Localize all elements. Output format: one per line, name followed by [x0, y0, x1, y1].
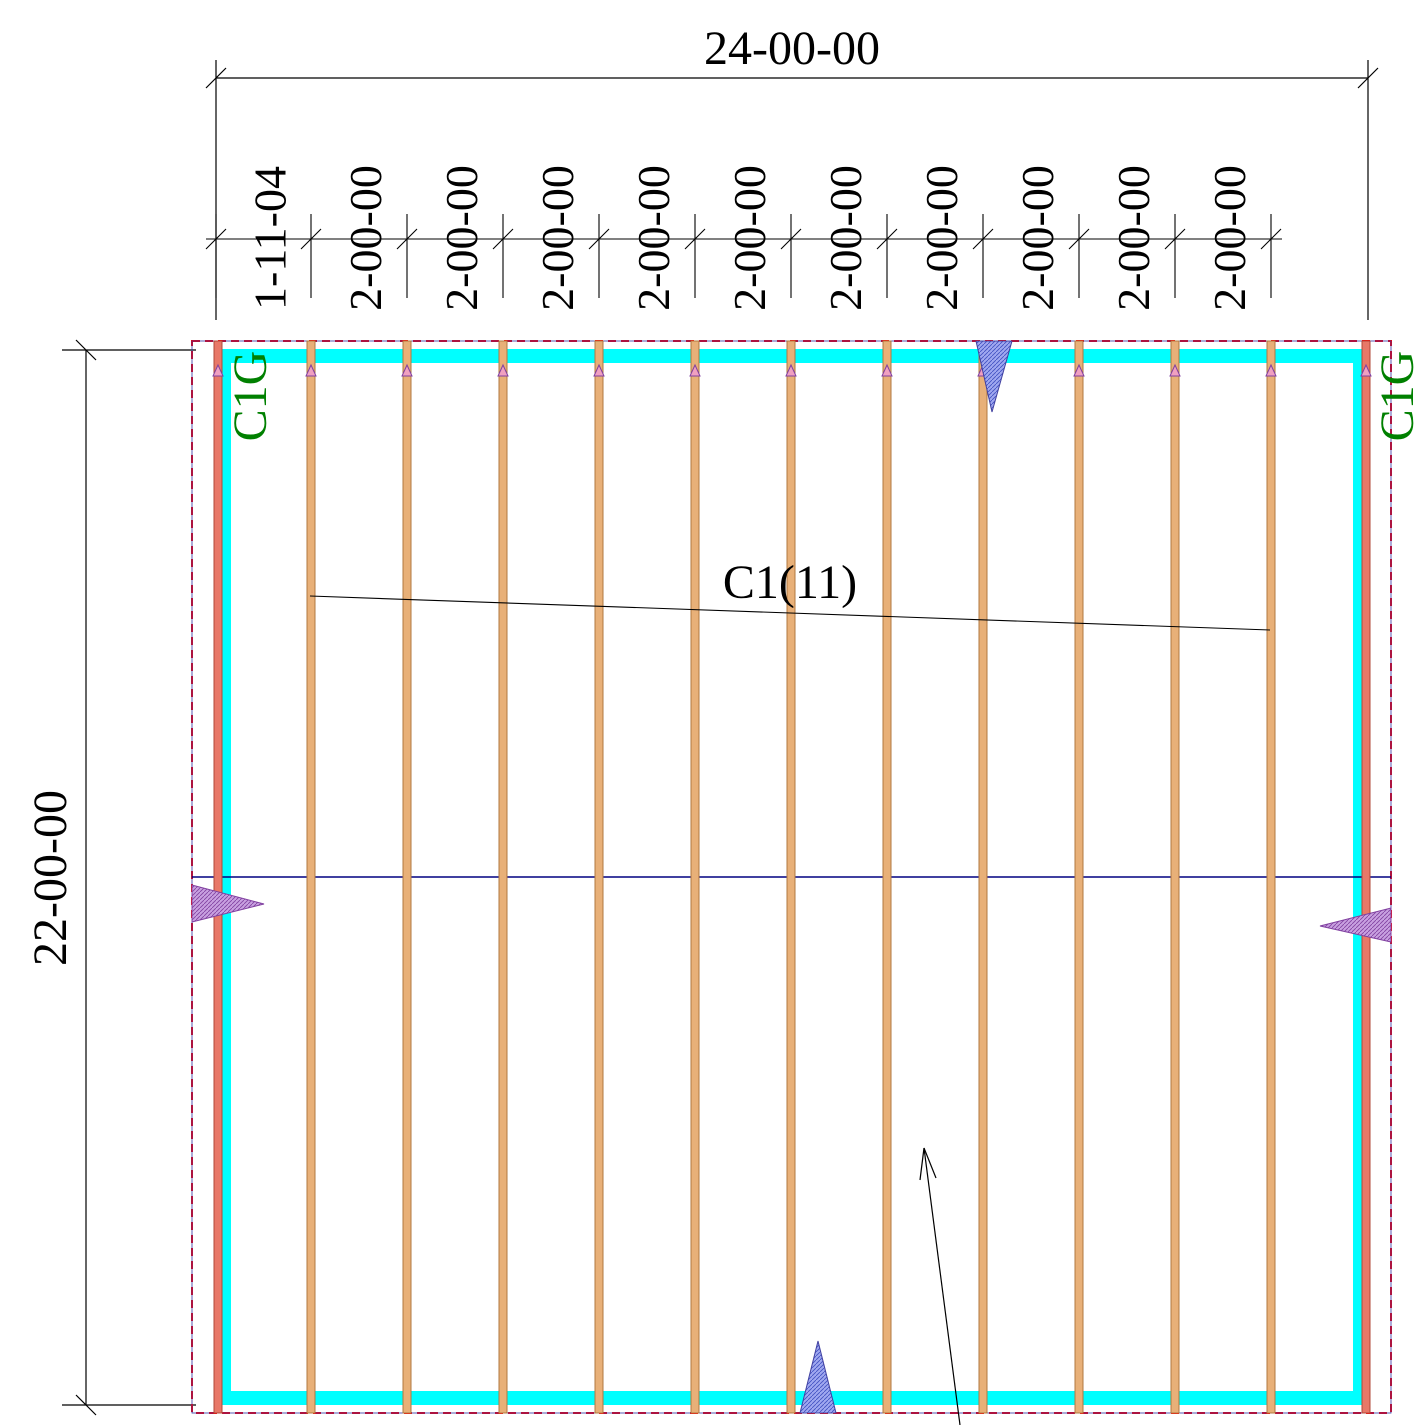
common-truss-8 — [978, 340, 988, 1414]
overall-depth-label: 22-00-00 — [24, 790, 77, 966]
truss-end-marker-11 — [1169, 363, 1181, 377]
common-truss-7 — [882, 340, 892, 1414]
spacing-label-group: 1-11-04 2-00-00 2-00-00 2-00-00 2-00-00 2-00-… — [245, 165, 1256, 311]
spacing-label-3: 2-00-00 — [436, 165, 487, 311]
common-truss-group — [306, 340, 1276, 1414]
common-truss-6 — [786, 340, 796, 1414]
spacing-tick-9 — [972, 228, 994, 250]
spacing-label-11: 2-00-00 — [1204, 165, 1255, 311]
truss-group-leader — [309, 595, 1271, 631]
spacing-label-10: 2-00-00 — [1108, 165, 1159, 311]
truss-end-marker-10 — [1073, 363, 1085, 377]
spacing-tick-10 — [1068, 228, 1090, 250]
spacing-label-1: 1-11-04 — [245, 166, 296, 310]
truss-end-marker-3 — [401, 363, 413, 377]
common-truss-10 — [1170, 340, 1180, 1414]
spacing-label-4: 2-00-00 — [532, 165, 583, 311]
truss-end-marker-4 — [497, 363, 509, 377]
common-truss-3 — [498, 340, 508, 1414]
spacing-tick-7 — [780, 228, 802, 250]
spacing-tick-3 — [396, 228, 418, 250]
spacing-label-9: 2-00-00 — [1012, 165, 1063, 311]
spacing-dimension-chain — [205, 214, 1282, 298]
spacing-tick-4 — [492, 228, 514, 250]
common-truss-9 — [1074, 340, 1084, 1414]
spacing-label-5: 2-00-00 — [628, 165, 679, 311]
truss-end-marker-group — [212, 363, 1372, 377]
girder-left — [213, 340, 223, 1414]
common-truss-2 — [402, 340, 412, 1414]
truss-group-label: C1(11) — [723, 556, 857, 609]
truss-end-marker-12 — [1265, 363, 1277, 377]
truss-end-marker-8 — [881, 363, 893, 377]
spacing-tick-1 — [205, 228, 227, 250]
overall-width-label: 24-00-00 — [704, 22, 880, 75]
spacing-label-6: 2-00-00 — [724, 165, 775, 311]
overall-depth-dimension — [62, 339, 196, 1416]
truss-end-marker-6 — [689, 363, 701, 377]
spacing-label-7: 2-00-00 — [820, 165, 871, 311]
spacing-label-2: 2-00-00 — [340, 165, 391, 311]
common-truss-4 — [594, 340, 604, 1414]
spacing-tick-5 — [588, 228, 610, 250]
bearing-marker-top — [975, 340, 1013, 413]
truss-end-marker-7 — [785, 363, 797, 377]
spacing-tick-2 — [300, 228, 322, 250]
bearing-marker-right — [1319, 907, 1392, 943]
truss-end-marker-1 — [212, 363, 224, 377]
spacing-tick-11 — [1164, 228, 1186, 250]
girder-label-right: C1G — [1371, 351, 1424, 442]
girder-label-left: C1G — [224, 351, 277, 442]
truss-end-marker-13 — [1360, 363, 1372, 377]
spacing-label-8: 2-00-00 — [916, 165, 967, 311]
girder-right — [1361, 340, 1371, 1414]
common-truss-5 — [690, 340, 700, 1414]
span-direction-arrow — [919, 1147, 961, 1425]
common-truss-1 — [306, 340, 316, 1414]
bearing-marker-bottom — [799, 1340, 837, 1414]
bearing-marker-left — [191, 884, 265, 923]
spacing-tick-8 — [876, 228, 898, 250]
truss-end-marker-5 — [593, 363, 605, 377]
truss-end-marker-2 — [305, 363, 317, 377]
common-truss-11 — [1266, 340, 1276, 1414]
spacing-tick-6 — [684, 228, 706, 250]
spacing-tick-12 — [1260, 228, 1282, 250]
